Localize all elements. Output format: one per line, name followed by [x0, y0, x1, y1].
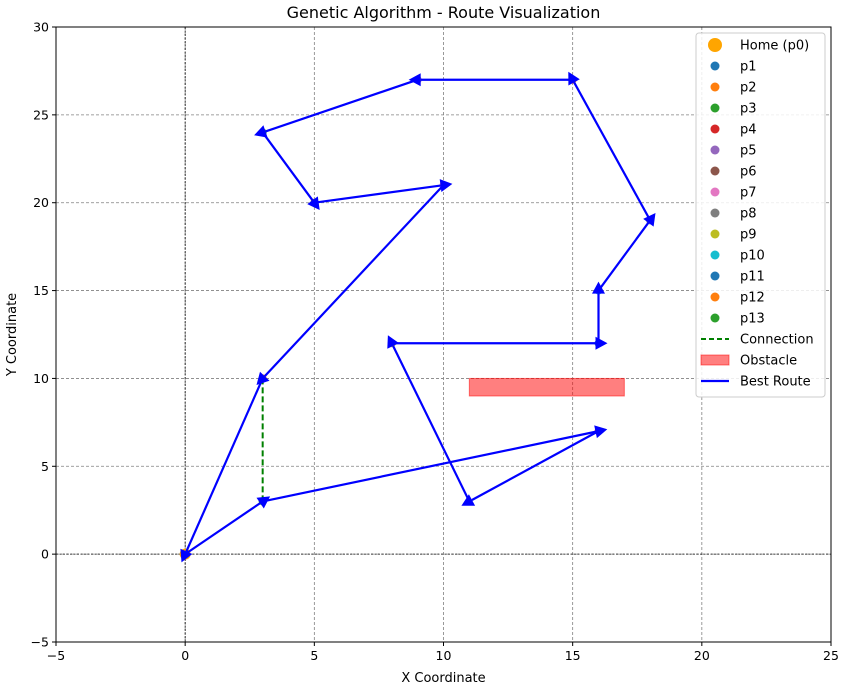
- route-arrowhead: [594, 425, 608, 439]
- y-tick-label: 20: [33, 195, 49, 210]
- legend-label: p10: [740, 249, 765, 264]
- legend-label: p12: [740, 291, 765, 306]
- legend-marker-p1: [710, 61, 720, 71]
- legend-label: p6: [740, 165, 757, 180]
- y-tick-label: 15: [33, 283, 49, 298]
- legend-marker-p13: [710, 313, 720, 323]
- legend-label: Home (p0): [740, 39, 809, 54]
- legend-label: p1: [740, 60, 757, 75]
- legend-marker-p3: [710, 103, 720, 113]
- axis-ticks: −5 0 5 10 15 20 25 −5 0 5 10 15 20 25 30: [31, 20, 839, 664]
- legend-label: p2: [740, 81, 757, 96]
- route-segment: [573, 81, 652, 221]
- legend-marker-p4: [710, 124, 720, 134]
- legend-label: Obstacle: [740, 354, 797, 369]
- legend-label: p8: [740, 207, 757, 222]
- x-tick-label: 10: [436, 648, 452, 663]
- zero-reference-lines: [56, 27, 831, 642]
- route-arrowhead: [595, 336, 608, 350]
- route-segment: [261, 131, 314, 201]
- points-layer: [179, 75, 655, 560]
- legend-marker-p2: [710, 82, 720, 92]
- legend-label: Best Route: [740, 375, 811, 390]
- x-tick-label: 15: [565, 648, 581, 663]
- x-tick-label: 20: [694, 648, 710, 663]
- route-arrowhead: [256, 371, 270, 385]
- y-axis-label: Y Coordinate: [5, 293, 20, 377]
- route-arrowhead: [592, 281, 605, 294]
- route-segment: [471, 430, 600, 501]
- legend: Home (p0) p1 p2 p3 p4 p5 p6 p7 p8 p9 p10 p11 p12 p13 C…: [695, 32, 826, 398]
- route-segment: [314, 184, 441, 204]
- route-arrowhead: [307, 196, 320, 210]
- y-tick-label: 10: [33, 371, 49, 386]
- y-tick-label: 25: [33, 107, 49, 122]
- x-tick-label: 5: [310, 648, 318, 663]
- route-arrowhead: [439, 179, 453, 192]
- route-segment: [185, 377, 264, 552]
- x-tick-label: −5: [47, 648, 65, 663]
- legend-label: p5: [740, 144, 757, 159]
- legend-label: p3: [740, 102, 757, 117]
- legend-marker-p6: [710, 166, 720, 176]
- legend-label: Connection: [740, 333, 814, 348]
- route-arrowhead: [180, 548, 193, 563]
- legend-marker-p8: [710, 208, 720, 218]
- route-segment: [265, 78, 419, 133]
- legend-label: p9: [740, 228, 757, 243]
- route-segment: [263, 184, 445, 377]
- legend-marker-p9: [710, 229, 720, 239]
- x-tick-label: 0: [181, 648, 189, 663]
- obstacle-rect: [468, 377, 625, 397]
- legend-marker-p5: [710, 145, 720, 155]
- y-tick-label: −5: [31, 635, 49, 650]
- route-arrowhead: [387, 335, 399, 349]
- y-tick-label: 5: [41, 459, 49, 474]
- route-arrowhead: [568, 71, 580, 86]
- legend-label: p7: [740, 186, 757, 201]
- route-segment: [184, 502, 261, 556]
- route-arrowhead: [256, 496, 271, 509]
- y-tick-label: 30: [33, 20, 49, 35]
- legend-marker-p10: [710, 250, 720, 260]
- y-tick-label: 0: [41, 547, 49, 562]
- legend-marker-p11: [710, 271, 720, 281]
- legend-marker-home: [708, 38, 722, 52]
- route-segment: [392, 345, 471, 502]
- x-axis-label: X Coordinate: [401, 671, 485, 686]
- legend-marker-p7: [710, 187, 720, 197]
- legend-label: p13: [740, 312, 765, 327]
- legend-label: p11: [740, 270, 765, 285]
- chart-title: Genetic Algorithm - Route Visualization: [287, 3, 601, 22]
- route-segment: [262, 430, 596, 503]
- legend-marker-p12: [710, 292, 720, 302]
- x-tick-label: 25: [823, 648, 839, 663]
- route-layer: [180, 71, 656, 563]
- legend-marker-obstacle: [700, 354, 730, 366]
- legend-label: p4: [740, 123, 757, 138]
- route-segment: [597, 222, 650, 292]
- obstacle-layer: [468, 377, 625, 397]
- legend-box: [695, 32, 826, 398]
